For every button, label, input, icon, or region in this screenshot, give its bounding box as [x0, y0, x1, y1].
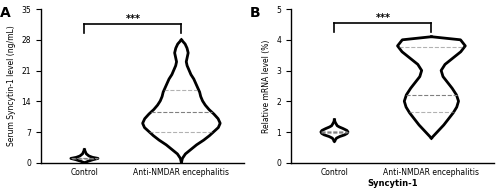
Y-axis label: Relative mRNA level (%): Relative mRNA level (%) — [262, 39, 270, 133]
Text: ***: *** — [126, 14, 140, 24]
Y-axis label: Serum Syncytin-1 level (ng/mL): Serum Syncytin-1 level (ng/mL) — [7, 26, 16, 146]
Text: A: A — [0, 6, 11, 20]
Text: B: B — [250, 6, 260, 20]
X-axis label: Syncytin-1: Syncytin-1 — [368, 179, 418, 188]
Text: ***: *** — [376, 13, 390, 23]
